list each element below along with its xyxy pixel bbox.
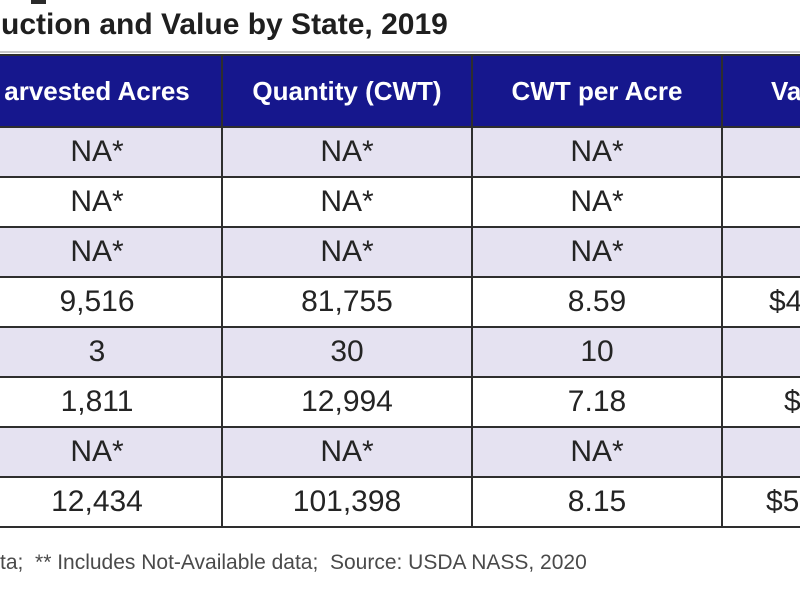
col-header-value: Va (721, 54, 800, 128)
cell-cwt-per-acre: 8.15 (471, 476, 723, 528)
cell-quantity: NA* (221, 226, 473, 278)
cell-quantity: 12,994 (221, 376, 473, 428)
cell-value: $5 (721, 476, 800, 528)
cell-harvested-acres: NA* (0, 126, 223, 178)
cell-quantity: NA* (221, 176, 473, 228)
cell-value: $4 (721, 276, 800, 328)
title-divider (0, 51, 800, 53)
header-row: arvested Acres Quantity (CWT) CWT per Ac… (0, 54, 800, 128)
table-row: NA* NA* NA* (0, 226, 800, 278)
cell-cwt-per-acre: NA* (471, 426, 723, 478)
col-header-harvested-acres: arvested Acres (0, 54, 223, 128)
production-value-table: arvested Acres Quantity (CWT) CWT per Ac… (0, 54, 800, 528)
cell-value: $ (721, 376, 800, 428)
table-row: NA* NA* NA* (0, 426, 800, 478)
col-header-quantity-cwt: Quantity (CWT) (221, 54, 473, 128)
table-row: 12,434 101,398 8.15 $5 (0, 476, 800, 528)
table-row: 3 30 10 (0, 326, 800, 378)
table-row: NA* NA* NA* (0, 176, 800, 228)
cell-cwt-per-acre: 7.18 (471, 376, 723, 428)
cell-cwt-per-acre: NA* (471, 126, 723, 178)
table-row: NA* NA* NA* (0, 126, 800, 178)
cell-harvested-acres: NA* (0, 226, 223, 278)
cell-quantity: 30 (221, 326, 473, 378)
cell-value (721, 226, 800, 278)
cropped-top-artifact (31, 0, 46, 4)
page-title: uction and Value by State, 2019 (1, 8, 448, 41)
cell-quantity: 101,398 (221, 476, 473, 528)
cell-harvested-acres: NA* (0, 426, 223, 478)
cell-harvested-acres: 1,811 (0, 376, 223, 428)
cell-harvested-acres: 9,516 (0, 276, 223, 328)
cell-harvested-acres: NA* (0, 176, 223, 228)
cell-value (721, 426, 800, 478)
table-row: 1,811 12,994 7.18 $ (0, 376, 800, 428)
cell-value (721, 326, 800, 378)
cell-cwt-per-acre: NA* (471, 176, 723, 228)
cell-cwt-per-acre: 8.59 (471, 276, 723, 328)
data-table: arvested Acres Quantity (CWT) CWT per Ac… (0, 54, 800, 528)
cell-harvested-acres: 3 (0, 326, 223, 378)
cell-quantity: NA* (221, 126, 473, 178)
cell-quantity: NA* (221, 426, 473, 478)
cell-cwt-per-acre: 10 (471, 326, 723, 378)
cell-cwt-per-acre: NA* (471, 226, 723, 278)
table-row: 9,516 81,755 8.59 $4 (0, 276, 800, 328)
col-header-cwt-per-acre: CWT per Acre (471, 54, 723, 128)
source-footnote: ta; ** Includes Not-Available data; Sour… (0, 551, 587, 574)
cell-harvested-acres: 12,434 (0, 476, 223, 528)
cell-value (721, 176, 800, 228)
cell-value (721, 126, 800, 178)
cell-quantity: 81,755 (221, 276, 473, 328)
